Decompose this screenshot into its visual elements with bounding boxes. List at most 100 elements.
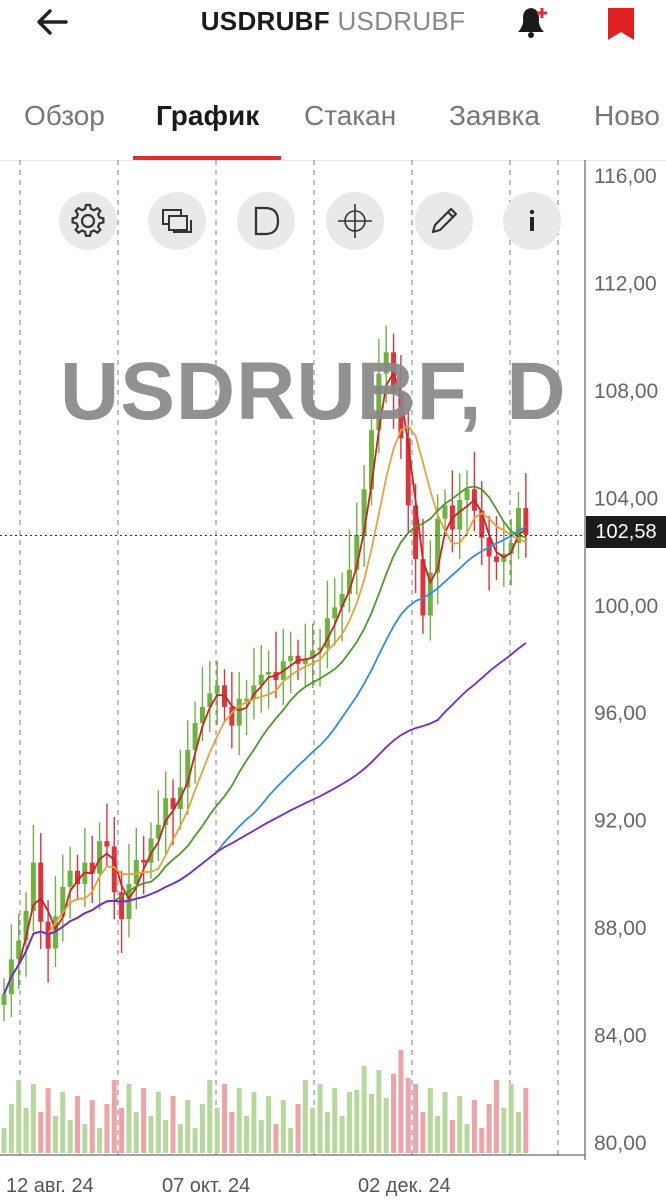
candle-body <box>133 859 139 885</box>
volume-bar <box>486 1104 492 1153</box>
y-tick-label: 88,00 <box>594 917 647 940</box>
y-tick-label: 100,00 <box>594 595 658 618</box>
volume-bar <box>229 1112 235 1153</box>
volume-bar <box>479 1128 485 1153</box>
tab-order[interactable]: Заявка <box>449 100 540 131</box>
ticker-sublabel: USDRUBF <box>337 6 466 36</box>
volume-bar <box>148 1116 154 1153</box>
volume-bar <box>192 1128 198 1153</box>
volume-bar <box>155 1092 161 1153</box>
candle-body <box>266 671 272 675</box>
volume-bar <box>1 1128 7 1153</box>
volume-bar <box>177 1124 183 1153</box>
info-icon[interactable] <box>503 192 561 250</box>
candle-body <box>464 489 470 501</box>
volume-bar <box>449 1120 455 1153</box>
volume-bar <box>141 1088 147 1153</box>
volume-bar <box>214 1108 220 1153</box>
candle-body <box>199 706 205 723</box>
candle-body <box>457 500 463 530</box>
volume-bar <box>170 1096 176 1153</box>
volume-bar <box>163 1120 169 1153</box>
candle-body <box>523 508 529 535</box>
candle-body <box>207 693 213 707</box>
chart-watermark: USDRUBF, D <box>60 346 567 437</box>
volume-bar <box>185 1100 191 1153</box>
volume-bar <box>346 1092 352 1153</box>
candle-body <box>376 373 382 431</box>
y-tick-label: 92,00 <box>594 810 647 833</box>
candle-body <box>60 886 66 917</box>
candle-body <box>244 698 250 701</box>
candle-body <box>508 542 514 554</box>
candle-body <box>111 846 117 893</box>
ma-red-line <box>3 370 527 995</box>
volume-bar <box>16 1080 22 1153</box>
crosshair-icon[interactable] <box>326 192 384 250</box>
candle-body <box>38 862 44 922</box>
tabs-divider <box>0 160 666 161</box>
volume-bar <box>361 1066 367 1153</box>
volume-bar <box>391 1074 397 1153</box>
pencil-icon[interactable] <box>415 192 473 250</box>
candle-body <box>420 559 426 616</box>
volume-bar <box>82 1124 88 1153</box>
candle-body <box>361 489 367 535</box>
candle-body <box>516 508 521 543</box>
candle-body <box>1 994 7 1006</box>
price-chart[interactable]: 116,00 112,00 108,00 104,00 100,00 96,00 92,00… <box>0 160 666 1200</box>
volume-bar <box>413 1084 419 1153</box>
candle-body <box>332 607 338 619</box>
volume-bar <box>8 1104 14 1153</box>
volume-bar <box>288 1128 294 1153</box>
tab-news[interactable]: Ново <box>594 100 660 131</box>
y-tick-label: 108,00 <box>594 380 658 403</box>
candle-body <box>317 647 323 651</box>
candle-body <box>405 438 411 506</box>
candle-body <box>30 862 36 911</box>
candle-body <box>141 859 147 863</box>
candle-body <box>493 556 499 562</box>
ma-purple-line <box>3 642 527 995</box>
volume-bar <box>89 1100 95 1153</box>
candle-body <box>398 392 404 439</box>
candle-body <box>369 430 374 490</box>
alert-bell-icon[interactable] <box>512 4 552 40</box>
candle-body <box>435 518 441 573</box>
volume-bar <box>302 1080 308 1153</box>
candle-body <box>23 910 29 941</box>
y-tick-label: 84,00 <box>594 1025 647 1048</box>
instrument-title: USDRUBF USDRUBF <box>0 6 666 37</box>
volume-bar <box>442 1092 448 1153</box>
volume-bar <box>493 1080 499 1153</box>
timeframe-d-icon[interactable] <box>237 192 295 250</box>
bookmark-icon[interactable] <box>606 6 636 42</box>
y-tick-label: 80,00 <box>594 1132 647 1155</box>
x-tick-label: 02 дек. 24 <box>358 1175 451 1197</box>
tab-overview[interactable]: Обзор <box>24 100 105 131</box>
candle-body <box>89 862 95 874</box>
settings-icon[interactable] <box>59 192 117 250</box>
volume-bar <box>324 1112 330 1153</box>
volume-bar <box>104 1104 110 1153</box>
tab-chart[interactable]: График <box>156 100 260 131</box>
candle-body <box>310 650 316 659</box>
tab-order-book[interactable]: Стакан <box>304 100 397 131</box>
x-tick-label: 07 окт. 24 <box>162 1175 250 1197</box>
layers-icon[interactable] <box>148 192 206 250</box>
candle-body <box>97 841 103 874</box>
top-bar: USDRUBF USDRUBF <box>0 0 666 50</box>
back-arrow-icon[interactable] <box>34 6 70 38</box>
candle-body <box>288 655 294 662</box>
candle-body <box>75 870 80 885</box>
volume-bar <box>38 1112 44 1153</box>
volume-bar <box>516 1112 521 1153</box>
volume-bar <box>251 1092 257 1153</box>
ma-green-line <box>3 485 527 995</box>
volume-bar <box>222 1084 227 1153</box>
volume-bar <box>258 1120 264 1153</box>
volume-bar <box>52 1116 58 1153</box>
volume-bar <box>119 1108 125 1153</box>
volume-bar <box>501 1108 507 1153</box>
volume-bar <box>67 1120 73 1153</box>
